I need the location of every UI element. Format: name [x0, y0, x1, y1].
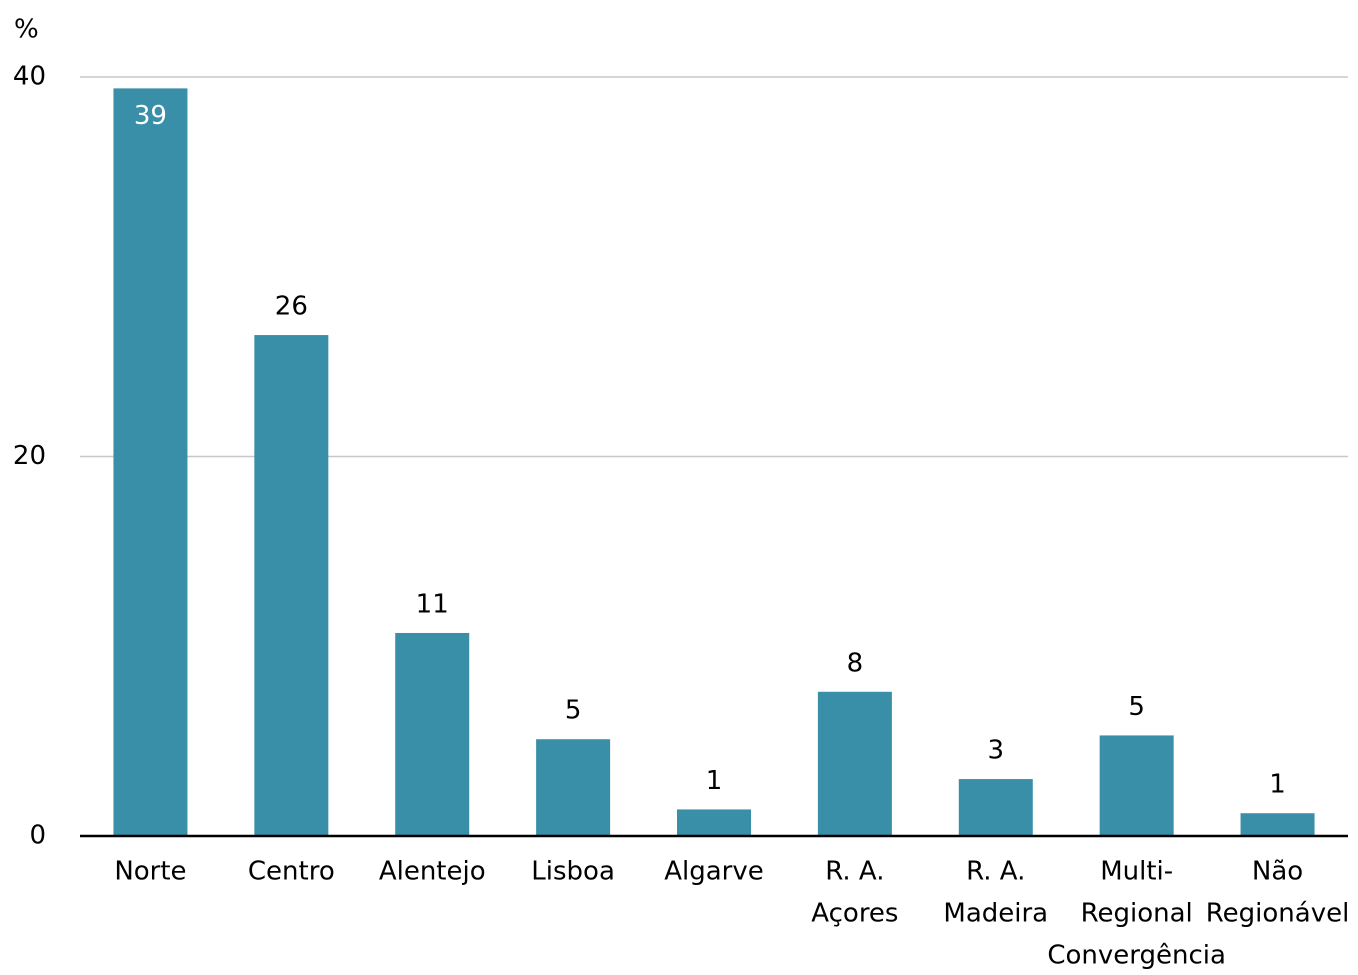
x-tick-label: Centro	[248, 857, 335, 887]
x-tick-label: Multi-	[1100, 857, 1173, 887]
bar	[113, 88, 188, 836]
bar	[1099, 735, 1174, 836]
bar	[395, 632, 470, 836]
data-label: 3	[988, 736, 1005, 766]
bar	[958, 779, 1033, 836]
x-tick-label: Açores	[811, 899, 898, 929]
x-tick-label: Algarve	[664, 857, 764, 887]
x-tick-label: R. A.	[966, 857, 1025, 887]
y-axis-label: %	[14, 15, 39, 45]
data-label: 1	[1269, 770, 1286, 800]
x-tick-label: Madeira	[943, 899, 1048, 929]
y-tick-label: 40	[13, 62, 46, 92]
data-label: 26	[275, 292, 308, 322]
bar	[1240, 813, 1315, 836]
bar	[254, 335, 329, 836]
y-tick-label: 20	[13, 441, 46, 471]
data-label: 11	[416, 589, 449, 619]
data-label: 5	[1128, 692, 1145, 722]
data-label: 1	[706, 766, 723, 796]
x-tick-label: Regionável	[1206, 899, 1350, 929]
bar	[677, 809, 751, 836]
x-tick-label: Convergência	[1047, 941, 1226, 971]
bar	[817, 691, 892, 836]
x-tick-label: R. A.	[825, 857, 884, 887]
y-tick-label: 0	[29, 821, 46, 851]
data-label: 5	[565, 696, 582, 726]
x-tick-label: Alentejo	[379, 857, 486, 887]
data-label: 39	[134, 101, 167, 131]
x-tick-label: Não	[1252, 857, 1303, 887]
x-tick-label: Lisboa	[531, 857, 615, 887]
bar	[536, 739, 611, 836]
x-tick-label: Norte	[114, 857, 186, 887]
x-tick-label: Regional	[1081, 899, 1193, 929]
data-label: 8	[847, 648, 864, 678]
